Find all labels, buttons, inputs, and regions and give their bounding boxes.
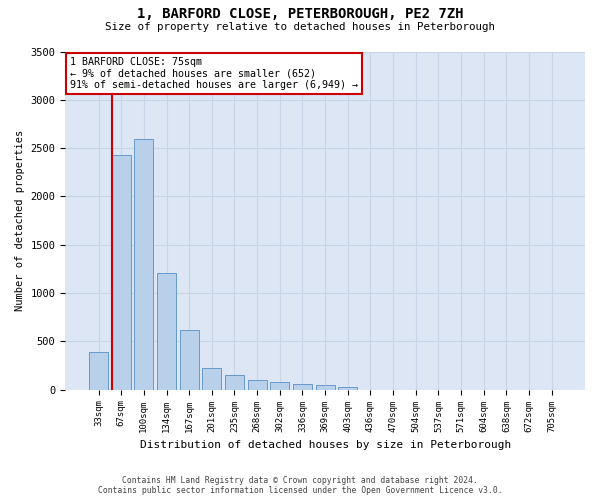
Bar <box>248 380 267 390</box>
Bar <box>157 273 176 390</box>
Bar <box>179 330 199 390</box>
Bar <box>89 352 108 390</box>
Bar <box>202 368 221 390</box>
Text: 1 BARFORD CLOSE: 75sqm
← 9% of detached houses are smaller (652)
91% of semi-det: 1 BARFORD CLOSE: 75sqm ← 9% of detached … <box>70 56 358 90</box>
Bar <box>338 387 358 390</box>
Bar <box>293 384 312 390</box>
Y-axis label: Number of detached properties: Number of detached properties <box>15 130 25 311</box>
Bar <box>225 374 244 390</box>
Text: Size of property relative to detached houses in Peterborough: Size of property relative to detached ho… <box>105 22 495 32</box>
Bar <box>134 140 154 390</box>
Bar <box>270 382 289 390</box>
Text: 1, BARFORD CLOSE, PETERBOROUGH, PE2 7ZH: 1, BARFORD CLOSE, PETERBOROUGH, PE2 7ZH <box>137 8 463 22</box>
Bar <box>112 155 131 390</box>
X-axis label: Distribution of detached houses by size in Peterborough: Distribution of detached houses by size … <box>140 440 511 450</box>
Text: Contains HM Land Registry data © Crown copyright and database right 2024.
Contai: Contains HM Land Registry data © Crown c… <box>98 476 502 495</box>
Bar <box>316 385 335 390</box>
